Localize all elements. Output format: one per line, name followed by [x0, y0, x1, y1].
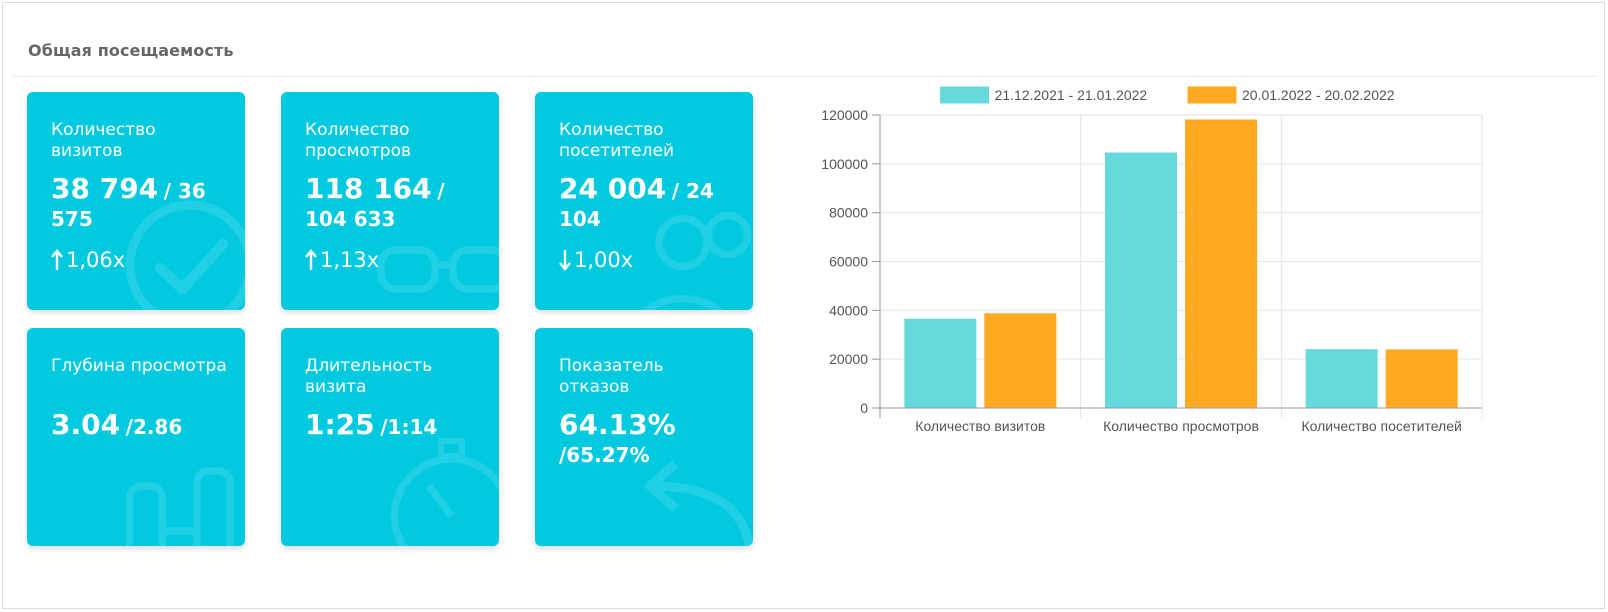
arrow-up-icon [305, 249, 317, 270]
card-label: Глубина просмотра [51, 356, 227, 376]
panel-title: Общая посещаемость [28, 41, 234, 60]
change-indicator: 1,06x [51, 248, 125, 272]
previous-value: /2.86 [125, 415, 183, 439]
y-tick-label: 80000 [829, 205, 868, 221]
x-category-label: Количество визитов [915, 418, 1045, 434]
legend-label[interactable]: 21.12.2021 - 21.01.2022 [995, 87, 1148, 103]
current-value: 1:25 [305, 408, 375, 441]
card-value: 38 794 / 36 575 [51, 175, 231, 234]
arrow-down-icon [559, 250, 571, 271]
card-label: Количество посетителей [559, 120, 675, 161]
bar-series-2[interactable] [1185, 119, 1257, 408]
bar-series-1[interactable] [904, 318, 977, 408]
card-value: 3.04 /2.86 [51, 411, 231, 442]
card-label: Количество визитов [51, 120, 156, 161]
change-ratio: 1,06x [66, 248, 126, 272]
stat-card-duration: Длительность визита 1:25 /1:14 [281, 328, 499, 546]
legend-swatch[interactable] [940, 86, 990, 104]
card-value: 1:25 /1:14 [305, 411, 485, 442]
chart-axes: 0 20000 40000 60000 80000 100000 120000 Количес… [821, 107, 1482, 434]
stat-card-bounce-rate: Показатель отказов 64.13% /65.27% [535, 328, 753, 546]
previous-value: / 36 575 [51, 179, 206, 231]
card-label: Показатель отказов [559, 356, 664, 397]
previous-value: /1:14 [380, 415, 438, 439]
chart-bars [904, 119, 1458, 408]
glasses-icon [377, 246, 499, 293]
bar-series-2[interactable] [1385, 349, 1458, 408]
card-value: 118 164 / 104 633 [305, 175, 485, 234]
y-tick-label: 20000 [829, 351, 868, 367]
change-ratio: 1,00x [574, 248, 634, 272]
current-value: 38 794 [51, 172, 159, 205]
y-tick-label: 60000 [829, 254, 868, 270]
previous-value: /65.27% [559, 443, 650, 467]
y-tick-label: 40000 [829, 302, 868, 318]
current-value: 118 164 [305, 172, 432, 205]
stat-card-visits: Количество визитов 38 794 / 36 575 1,06x [27, 92, 245, 310]
card-value: 64.13% /65.27% [559, 411, 739, 470]
check-clock-icon [125, 200, 245, 310]
change-ratio: 1,13x [320, 248, 380, 272]
chart-canvas: 21.12.2021 - 21.01.2022 20.01.2022 - 20.0… [821, 86, 1483, 434]
bar-series-1[interactable] [1305, 349, 1378, 408]
bar-series-2[interactable] [984, 313, 1057, 408]
stopwatch-icon [390, 438, 499, 546]
change-indicator: 1,00x [559, 248, 633, 272]
change-indicator: 1,13x [305, 248, 379, 272]
x-category-label: Количество посетителей [1301, 418, 1461, 434]
current-value: 64.13% [559, 408, 676, 441]
chart-legend: 21.12.2021 - 21.01.2022 20.01.2022 - 20.0… [940, 86, 1395, 104]
people-icon [643, 211, 752, 310]
legend-label[interactable]: 20.01.2022 - 20.02.2022 [1242, 87, 1395, 103]
stat-card-pageviews: Количество просмотров 118 164 / 104 633 … [281, 92, 499, 310]
previous-value: / 24 104 [559, 179, 714, 231]
y-tick-label: 120000 [821, 107, 868, 123]
return-arrow-icon [643, 460, 753, 546]
current-value: 3.04 [51, 408, 121, 441]
card-label: Количество просмотров [305, 120, 411, 161]
card-label: Длительность визита [305, 356, 433, 397]
arrow-up-icon [51, 249, 63, 270]
current-value: 24 004 [559, 172, 667, 205]
bar-series-1[interactable] [1105, 152, 1177, 408]
card-value: 24 004 / 24 104 [559, 175, 739, 234]
bottles-icon [125, 467, 234, 546]
legend-swatch[interactable] [1187, 86, 1237, 104]
comparison-bar-chart: 21.12.2021 - 21.01.2022 20.01.2022 - 20.0… [800, 80, 1500, 460]
stat-card-depth: Глубина просмотра 3.04 /2.86 [27, 328, 245, 546]
x-category-label: Количество просмотров [1103, 418, 1259, 434]
stat-card-visitors: Количество посетителей 24 004 / 24 104 1… [535, 92, 753, 310]
y-tick-label: 0 [860, 400, 868, 416]
previous-value: / 104 633 [305, 179, 445, 231]
y-tick-label: 100000 [821, 156, 868, 172]
panel-header: Общая посещаемость [13, 3, 1596, 77]
